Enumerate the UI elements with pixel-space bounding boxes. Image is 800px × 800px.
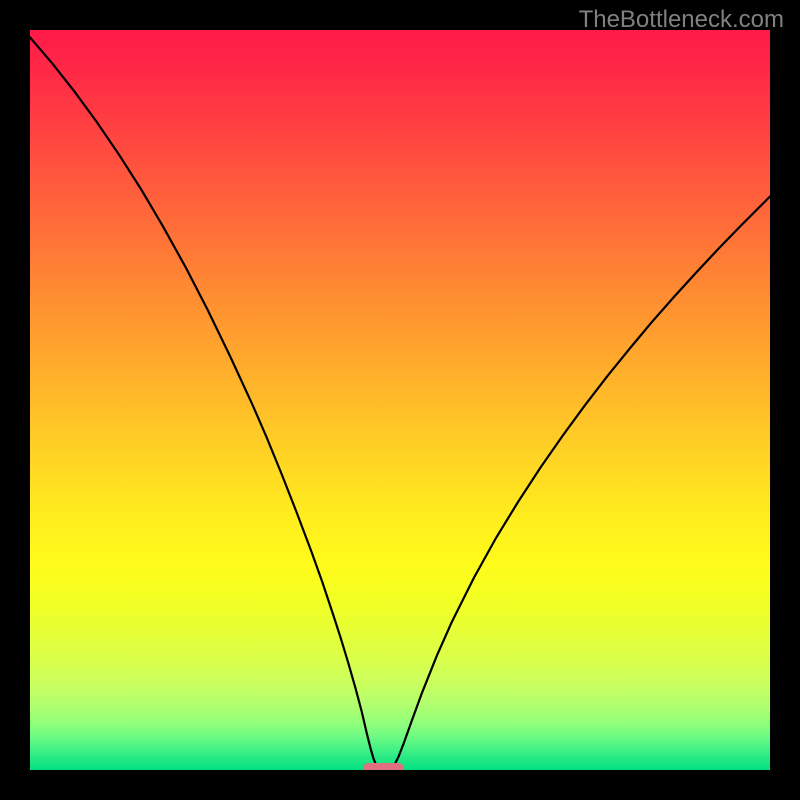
curve-path (30, 37, 770, 770)
bottleneck-marker (363, 763, 404, 770)
bottleneck-curve (30, 30, 770, 770)
chart-container: { "source_watermark": { "text": "TheBott… (0, 0, 800, 800)
plot-area (30, 30, 770, 770)
watermark-text: TheBottleneck.com (579, 6, 784, 34)
